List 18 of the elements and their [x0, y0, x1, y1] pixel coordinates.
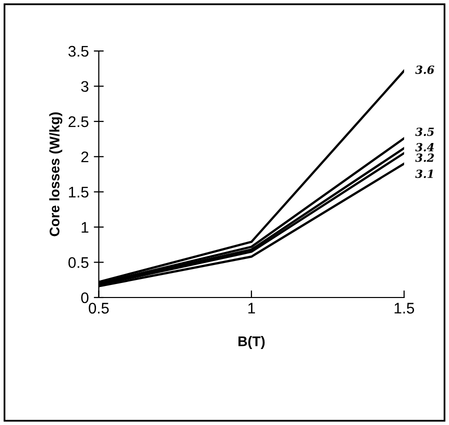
series-label: 3.2	[415, 153, 434, 162]
y-tick-label: 3.5	[68, 46, 88, 57]
series-label: 3.6	[415, 66, 434, 74]
y-tick-label: 2	[81, 152, 88, 162]
x-tick-label: 1	[248, 302, 255, 314]
series-label: 3.1	[415, 170, 433, 178]
y-tick-label: 2.5	[68, 116, 88, 128]
y-axis-title: Core losses (W/kg)	[49, 112, 62, 236]
y-tick-label: 0	[81, 292, 88, 304]
series-label: 3.5	[415, 128, 434, 136]
x-tick-label: 1.5	[394, 302, 414, 314]
y-tick-label: 3	[81, 81, 88, 92]
series-label: 3.4	[415, 143, 434, 152]
y-tick-label: 1	[82, 222, 88, 233]
y-tick-label: 0.5	[68, 257, 88, 268]
x-axis-title: B(T)	[238, 336, 265, 349]
y-tick-label: 1.5	[68, 186, 88, 198]
x-tick-label: 0.5	[88, 302, 109, 314]
